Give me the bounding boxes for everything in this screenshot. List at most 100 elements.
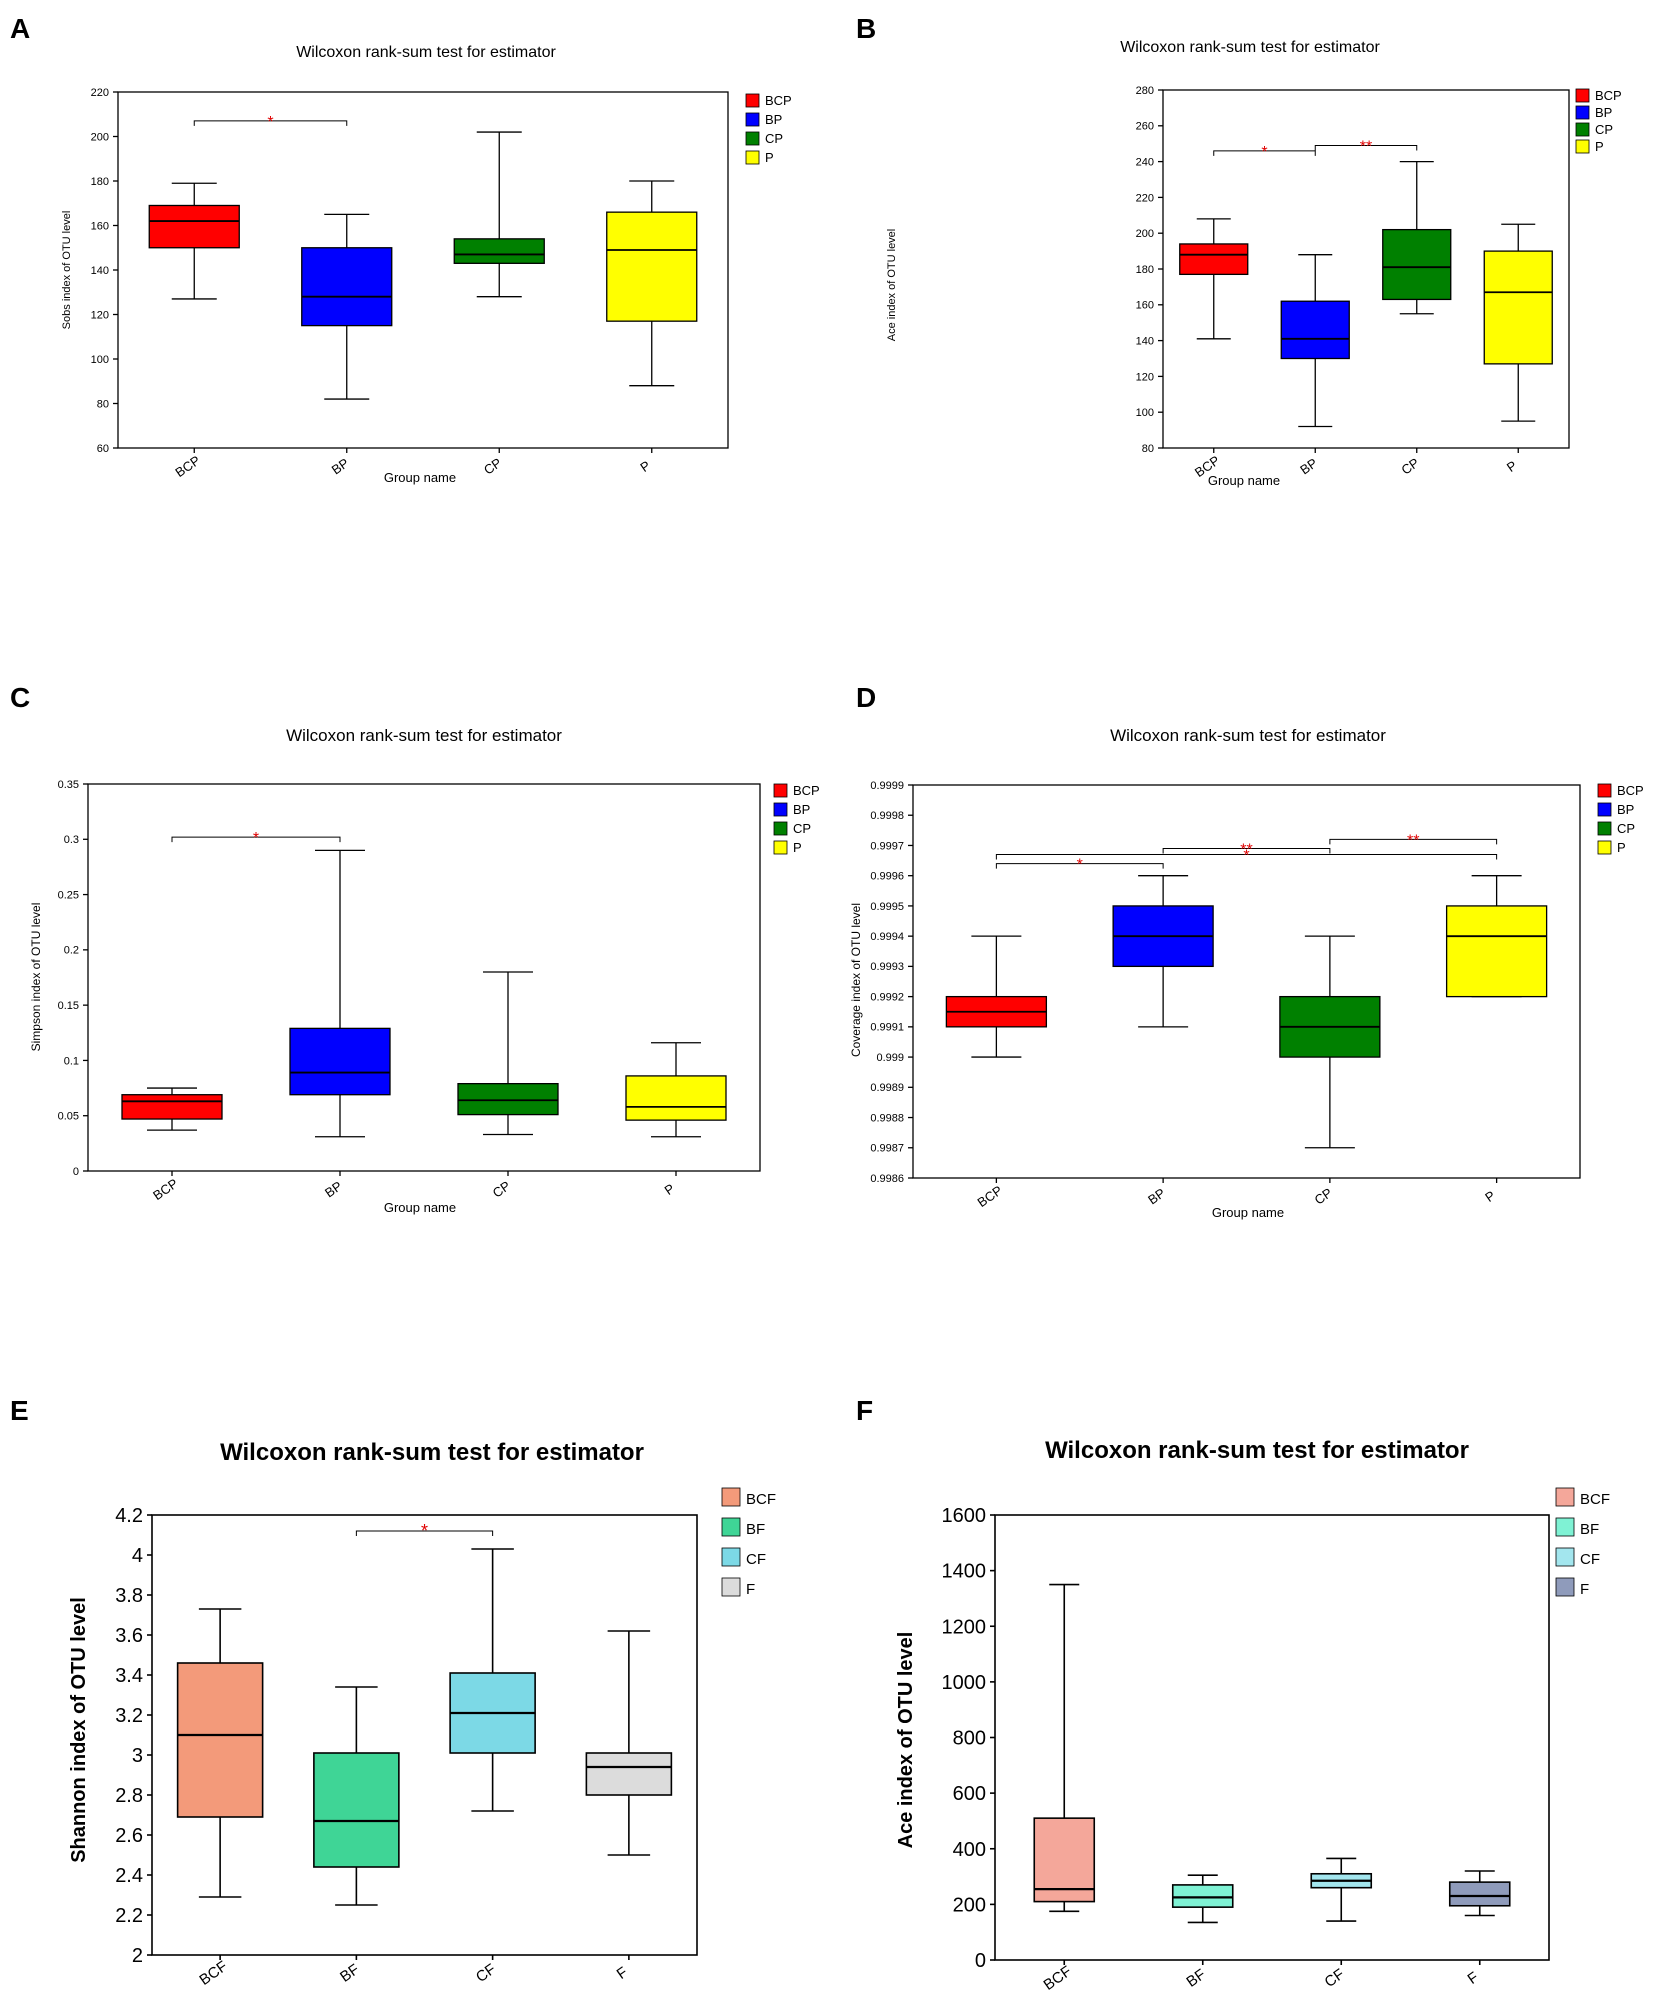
x-tick-label: P xyxy=(1504,458,1520,475)
x-tick-label: BCF xyxy=(196,1958,230,1989)
y-tick-label: 1600 xyxy=(942,1505,987,1527)
significance-mark: * xyxy=(1077,857,1083,874)
box-f: F xyxy=(585,1630,673,1983)
panel-b: B Wilcoxon rank-sum test for estimator 80 1… xyxy=(856,13,1622,488)
legend-swatch xyxy=(1555,1577,1575,1597)
y-tick-label: 0.9994 xyxy=(870,931,904,943)
y-tick-label: 0.2 xyxy=(64,945,79,957)
y-tick-label: 160 xyxy=(91,220,109,232)
box-iqr xyxy=(453,238,545,264)
legend-swatch xyxy=(1597,821,1612,836)
significance-bracket xyxy=(355,1530,494,1536)
x-tick-label: CP xyxy=(481,455,504,478)
y-tick-label: 160 xyxy=(1136,300,1154,312)
y-tick-label: 120 xyxy=(1136,371,1154,383)
x-tick-label: BP xyxy=(1297,455,1320,477)
significance-mark: * xyxy=(421,1521,428,1541)
y-tick-label: 120 xyxy=(91,309,109,321)
legend-label: BCP xyxy=(793,783,820,798)
x-tick-label: CP xyxy=(1398,455,1421,478)
y-tick-label: 220 xyxy=(1136,192,1154,204)
box-iqr xyxy=(176,1662,264,1818)
legend-label: P xyxy=(793,840,802,855)
y-tick-label: 0.9992 xyxy=(870,991,904,1003)
y-tick-label: 0.9991 xyxy=(870,1022,904,1034)
chart-title: Wilcoxon rank-sum test for estimator xyxy=(1045,1437,1469,1464)
y-tick-label: 180 xyxy=(1136,264,1154,276)
legend-label: CF xyxy=(746,1551,766,1568)
y-axis-label: Coverage index of OTU level xyxy=(849,903,863,1057)
legend-label: P xyxy=(1595,139,1604,154)
boxes: BCP BP CP P xyxy=(121,849,727,1203)
plot-frame xyxy=(151,1514,698,1956)
legend-swatch xyxy=(721,1577,741,1597)
boxes: BCF BF CF F xyxy=(176,1548,673,1989)
y-tick-label: 0.9999 xyxy=(870,780,904,792)
box-f: F xyxy=(1448,1870,1511,1988)
x-tick-label: CF xyxy=(1322,1966,1348,1991)
y-tick-label: 0.9988 xyxy=(870,1112,904,1124)
legend: BCP BP CP P xyxy=(773,783,820,855)
y-tick-label: 0.9986 xyxy=(870,1173,904,1185)
y-axis-label: Simpson index of OTU level xyxy=(29,903,43,1052)
legend-label: BCP xyxy=(765,93,792,108)
panel-letter: F xyxy=(856,1395,873,1426)
box-iqr xyxy=(148,204,240,249)
legend-swatch xyxy=(745,150,760,165)
box-p: P xyxy=(1445,875,1548,1205)
legend-label: BCF xyxy=(1580,1491,1610,1508)
x-tick-label: BCF xyxy=(1041,1963,1075,1994)
legend-label: BCF xyxy=(746,1491,776,1508)
y-tick-label: 200 xyxy=(1136,228,1154,240)
legend-label: BF xyxy=(746,1521,765,1538)
panel-d: D Wilcoxon rank-sum test for estimator 0.9… xyxy=(849,682,1644,1220)
x-axis-label: Group name xyxy=(384,470,456,485)
y-tick-label: 600 xyxy=(953,1783,986,1805)
y-tick-label: 2.4 xyxy=(115,1865,143,1887)
boxes: BCF BF CF F xyxy=(1033,1583,1511,1994)
significance: * xyxy=(355,1521,494,1541)
legend-label: BCP xyxy=(1595,88,1622,103)
legend-label: BP xyxy=(765,112,782,127)
legend-swatch xyxy=(773,783,788,798)
legend: BCP BP CP P xyxy=(1575,88,1622,154)
significance: ****** xyxy=(995,832,1498,874)
y-tick-label: 140 xyxy=(1136,335,1154,347)
legend-swatch xyxy=(721,1547,741,1567)
box-iqr xyxy=(313,1752,400,1868)
legend-swatch xyxy=(721,1517,741,1537)
x-tick-label: BF xyxy=(1183,1966,1208,1991)
y-tick-label: 0 xyxy=(73,1166,79,1178)
y-tick-label: 0.9998 xyxy=(870,810,904,822)
y-tick-label: 3.4 xyxy=(115,1665,143,1687)
y-tick-label: 1000 xyxy=(942,1672,987,1694)
y-tick-label: 4 xyxy=(132,1545,143,1567)
y-tick-label: 80 xyxy=(97,398,109,410)
box-iqr xyxy=(606,211,698,322)
y-tick-label: 200 xyxy=(953,1894,986,1916)
significance-bracket xyxy=(1162,847,1331,854)
box-iqr xyxy=(301,247,393,327)
y-tick-label: 100 xyxy=(91,354,109,366)
y-tick-label: 80 xyxy=(1142,443,1154,455)
x-axis-label: Group name xyxy=(384,1200,456,1215)
legend-swatch xyxy=(773,840,788,855)
x-tick-label: BCP xyxy=(975,1183,1006,1211)
boxes: BCP BP CP P xyxy=(148,131,698,481)
x-tick-label: BCP xyxy=(172,453,203,481)
legend-swatch xyxy=(1575,88,1590,103)
y-axis-label: Shannon index of OTU level xyxy=(68,1597,90,1863)
legend-swatch xyxy=(1575,105,1590,120)
y-tick-label: 0.9987 xyxy=(870,1143,904,1155)
box-iqr xyxy=(121,1094,223,1120)
box-p: P xyxy=(1483,223,1553,475)
box-iqr xyxy=(457,1082,559,1116)
y-tick-label: 240 xyxy=(1136,156,1154,168)
y-tick-label: 200 xyxy=(91,131,109,143)
legend-label: BP xyxy=(1617,802,1634,817)
legend-label: F xyxy=(746,1581,755,1598)
box-cp: CP xyxy=(453,131,545,478)
x-axis-label: Group name xyxy=(1208,473,1280,488)
legend-swatch xyxy=(1575,122,1590,137)
y-tick-label: 0.35 xyxy=(58,779,79,791)
